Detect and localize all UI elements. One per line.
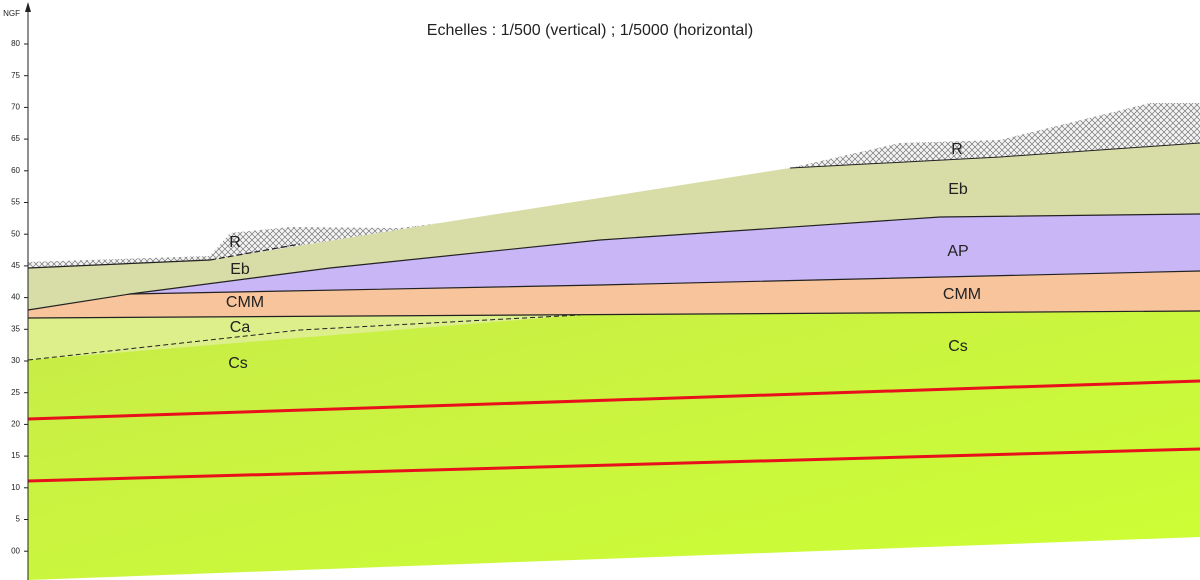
layer-label: CMM [226,294,264,311]
layer-ap [130,214,1200,294]
layer-r [28,223,440,268]
tick-label: 80 [11,39,20,48]
tick-label: 75 [11,71,20,80]
tick-label: 30 [11,356,20,365]
tick-label: 15 [11,451,20,460]
red-line [27,447,1200,483]
tick-label: 00 [11,546,20,555]
tick-label: 55 [11,198,20,207]
layer-r [790,103,1200,168]
tick-label: 50 [11,229,20,238]
tick-label: 5 [16,515,21,524]
tick-label: 10 [11,483,20,492]
layer-label: Cs [228,355,248,372]
layer-label: Eb [230,261,250,278]
tick-label: 60 [11,166,20,175]
tick-label: 70 [11,103,20,112]
layer-label: R [951,141,963,158]
tick-label: 65 [11,134,20,143]
tick-label: 35 [11,324,20,333]
layer-cmm [28,271,1200,318]
boundary [209,243,301,261]
layer-eb [28,143,1200,310]
tick-label: 45 [11,261,20,270]
ca-boundary [27,314,581,361]
layer-label: Eb [948,181,968,198]
red-line [27,379,1200,421]
layer-ca [28,315,580,360]
layer-label: R [229,234,241,251]
axis-arrow [25,2,31,12]
tick-label: 25 [11,388,20,397]
title: Echelles : 1/500 (vertical) ; 1/5000 (ho… [427,22,753,39]
layer-label: AP [947,243,968,260]
layer-label: Ca [230,319,251,336]
boundary [27,259,211,269]
boundary [27,213,1200,311]
tick-label: 20 [11,420,20,429]
tick-label: 40 [11,293,20,302]
boundary [27,310,1200,319]
layer-label: Cs [948,338,968,355]
axis-label: NGF [3,9,20,18]
layer-label: CMM [943,286,981,303]
boundary [789,142,1200,169]
boundary [129,270,1200,295]
layer-cs [28,311,1200,580]
